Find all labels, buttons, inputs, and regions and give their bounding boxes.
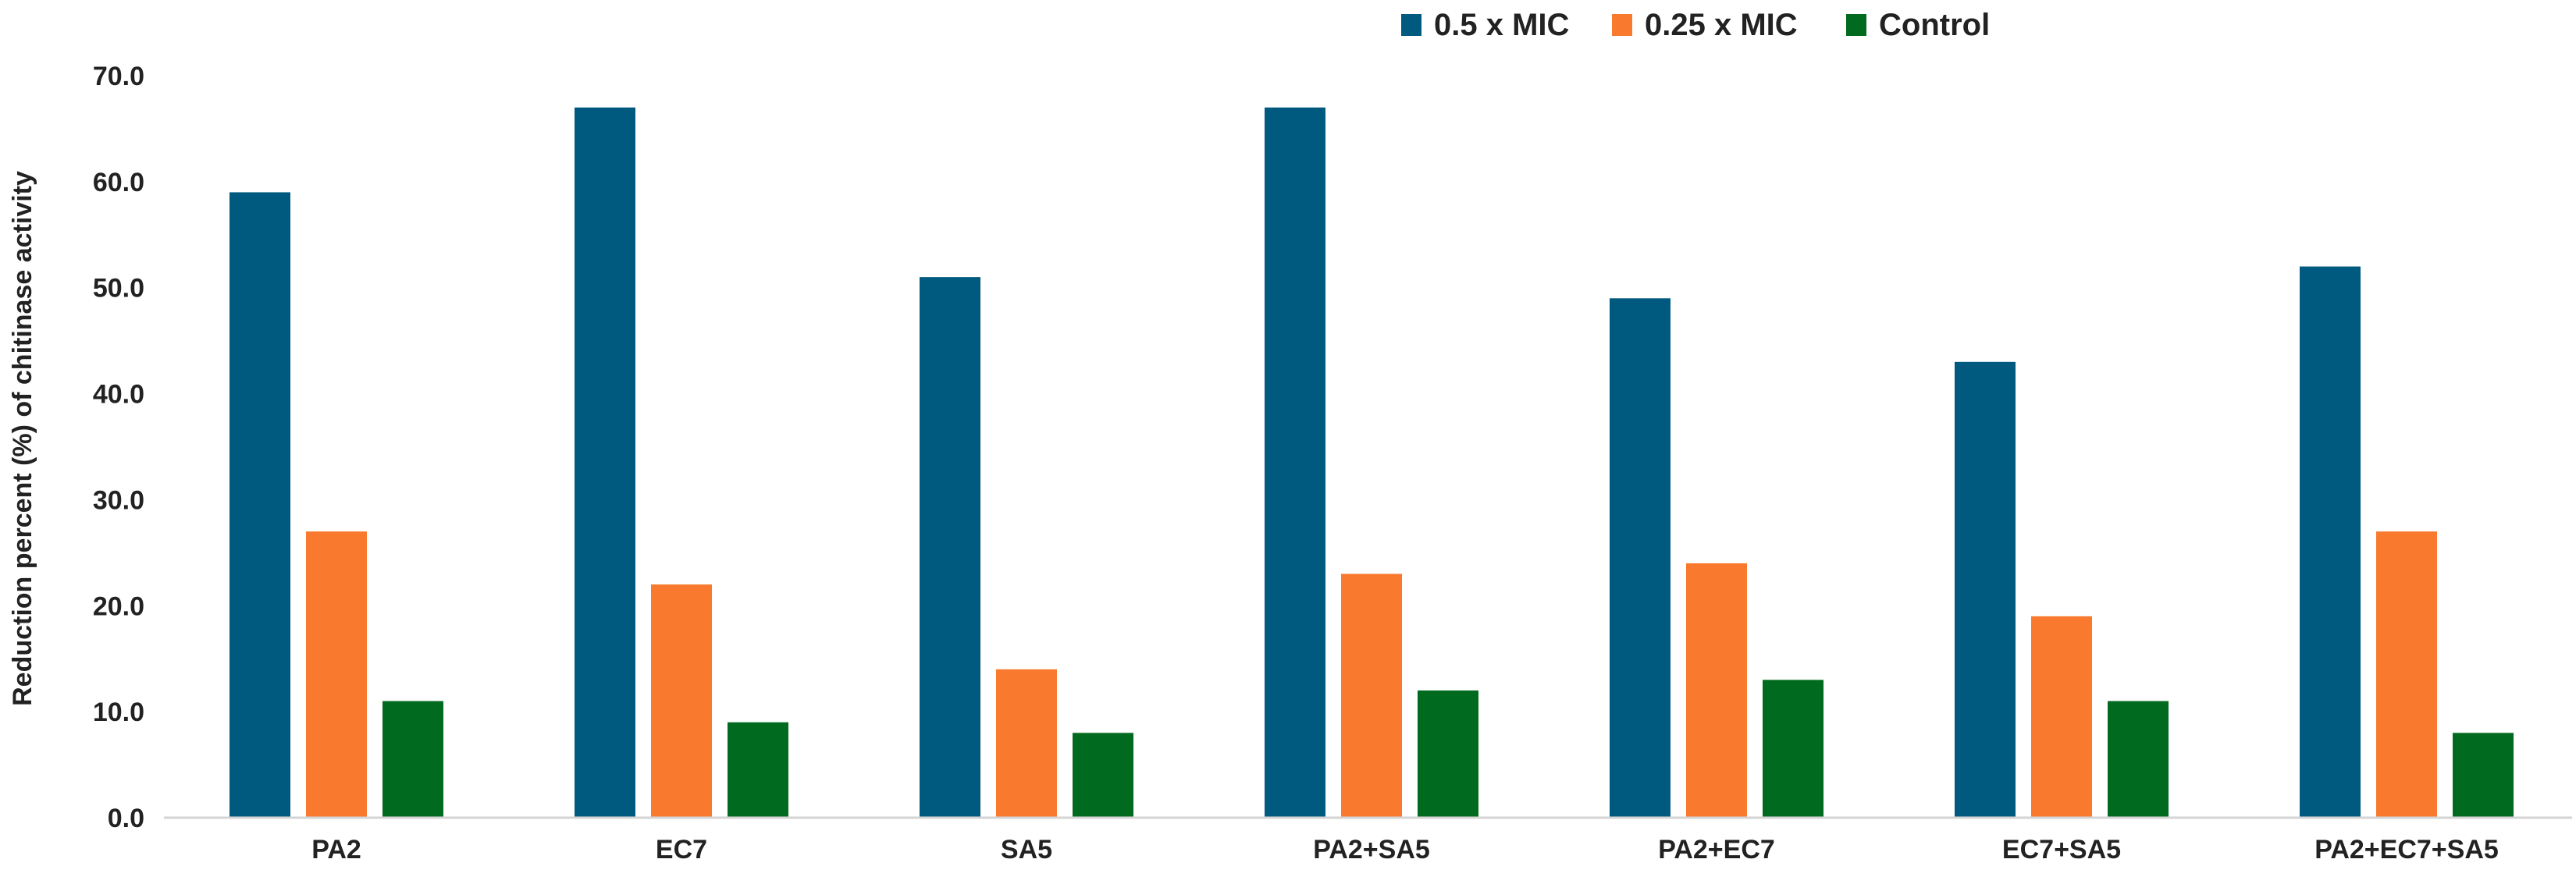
legend-swatch-0-25-x-mic [1612,14,1632,36]
x-tick-label-pa2-ec7: PA2+EC7 [1658,835,1775,864]
y-axis-title: Reduction percent (%) of chitinase activ… [8,171,37,706]
bar-ec7-sa5-control [2108,701,2169,818]
bar-pa2-sa5-0-25-x-mic [1341,573,1402,818]
legend-label-0-25-x-mic: 0.25 x MIC [1645,8,1798,42]
x-tick-label-pa2-sa5: PA2+SA5 [1313,835,1430,864]
y-axis: 0.0 10.0 20.0 30.0 40.0 50.0 60.0 70.0 [93,62,144,833]
y-tick-label-60-0: 60.0 [93,168,144,197]
x-tick-label-pa2-ec7-sa5: PA2+EC7+SA5 [2314,835,2499,864]
bar-pa2-ec7-0-25-x-mic [1686,563,1747,818]
x-tick-label-sa5: SA5 [1001,835,1052,864]
x-tick-label-pa2: PA2 [311,835,361,864]
bar-pa2-sa5-0-5-x-mic [1265,107,1325,818]
x-tick-label-ec7: EC7 [656,835,707,864]
y-tick-label-30-0: 30.0 [93,485,144,515]
x-axis: PA2 EC7 SA5 PA2+SA5 PA2+EC7 EC7+SA5 PA2+EC7+SA… [164,816,2572,864]
bar-pa2-0-25-x-mic [306,531,367,818]
bar-sa5-0-25-x-mic [996,669,1057,818]
bar-pa2-ec7-sa5-0-25-x-mic [2376,531,2437,818]
x-tick-label-ec7-sa5: EC7+SA5 [2002,835,2121,864]
bar-ec7-control [728,722,788,818]
legend: 0.5 x MIC 0.25 x MIC Control [1401,8,1990,42]
bar-ec7-sa5-0-5-x-mic [1955,361,2016,818]
legend-label-0-5-x-mic: 0.5 x MIC [1434,8,1569,42]
y-tick-label-10-0: 10.0 [93,698,144,727]
bar-pa2-sa5-control [1418,690,1478,818]
legend-label-control: Control [1879,8,1990,42]
bar-pa2-ec7-sa5-0-5-x-mic [2300,266,2361,818]
bar-pa2-ec7-0-5-x-mic [1610,298,1670,818]
legend-swatch-0-5-x-mic [1401,14,1421,36]
bar-ec7-0-25-x-mic [651,584,712,818]
bars [229,107,2514,818]
y-tick-label-20-0: 20.0 [93,591,144,621]
bar-sa5-0-5-x-mic [920,277,980,818]
y-tick-label-0-0: 0.0 [108,804,144,833]
bar-pa2-control [382,701,443,818]
y-tick-label-40-0: 40.0 [93,380,144,410]
bar-sa5-control [1073,733,1133,818]
bar-pa2-ec7-sa5-control [2453,733,2514,818]
y-tick-label-70-0: 70.0 [93,62,144,91]
bar-ec7-0-5-x-mic [575,107,635,818]
bar-pa2-ec7-control [1763,680,1823,818]
legend-swatch-control [1846,14,1866,36]
bar-ec7-sa5-0-25-x-mic [2031,616,2092,818]
bar-pa2-0-5-x-mic [229,192,290,818]
y-tick-label-50-0: 50.0 [93,274,144,304]
